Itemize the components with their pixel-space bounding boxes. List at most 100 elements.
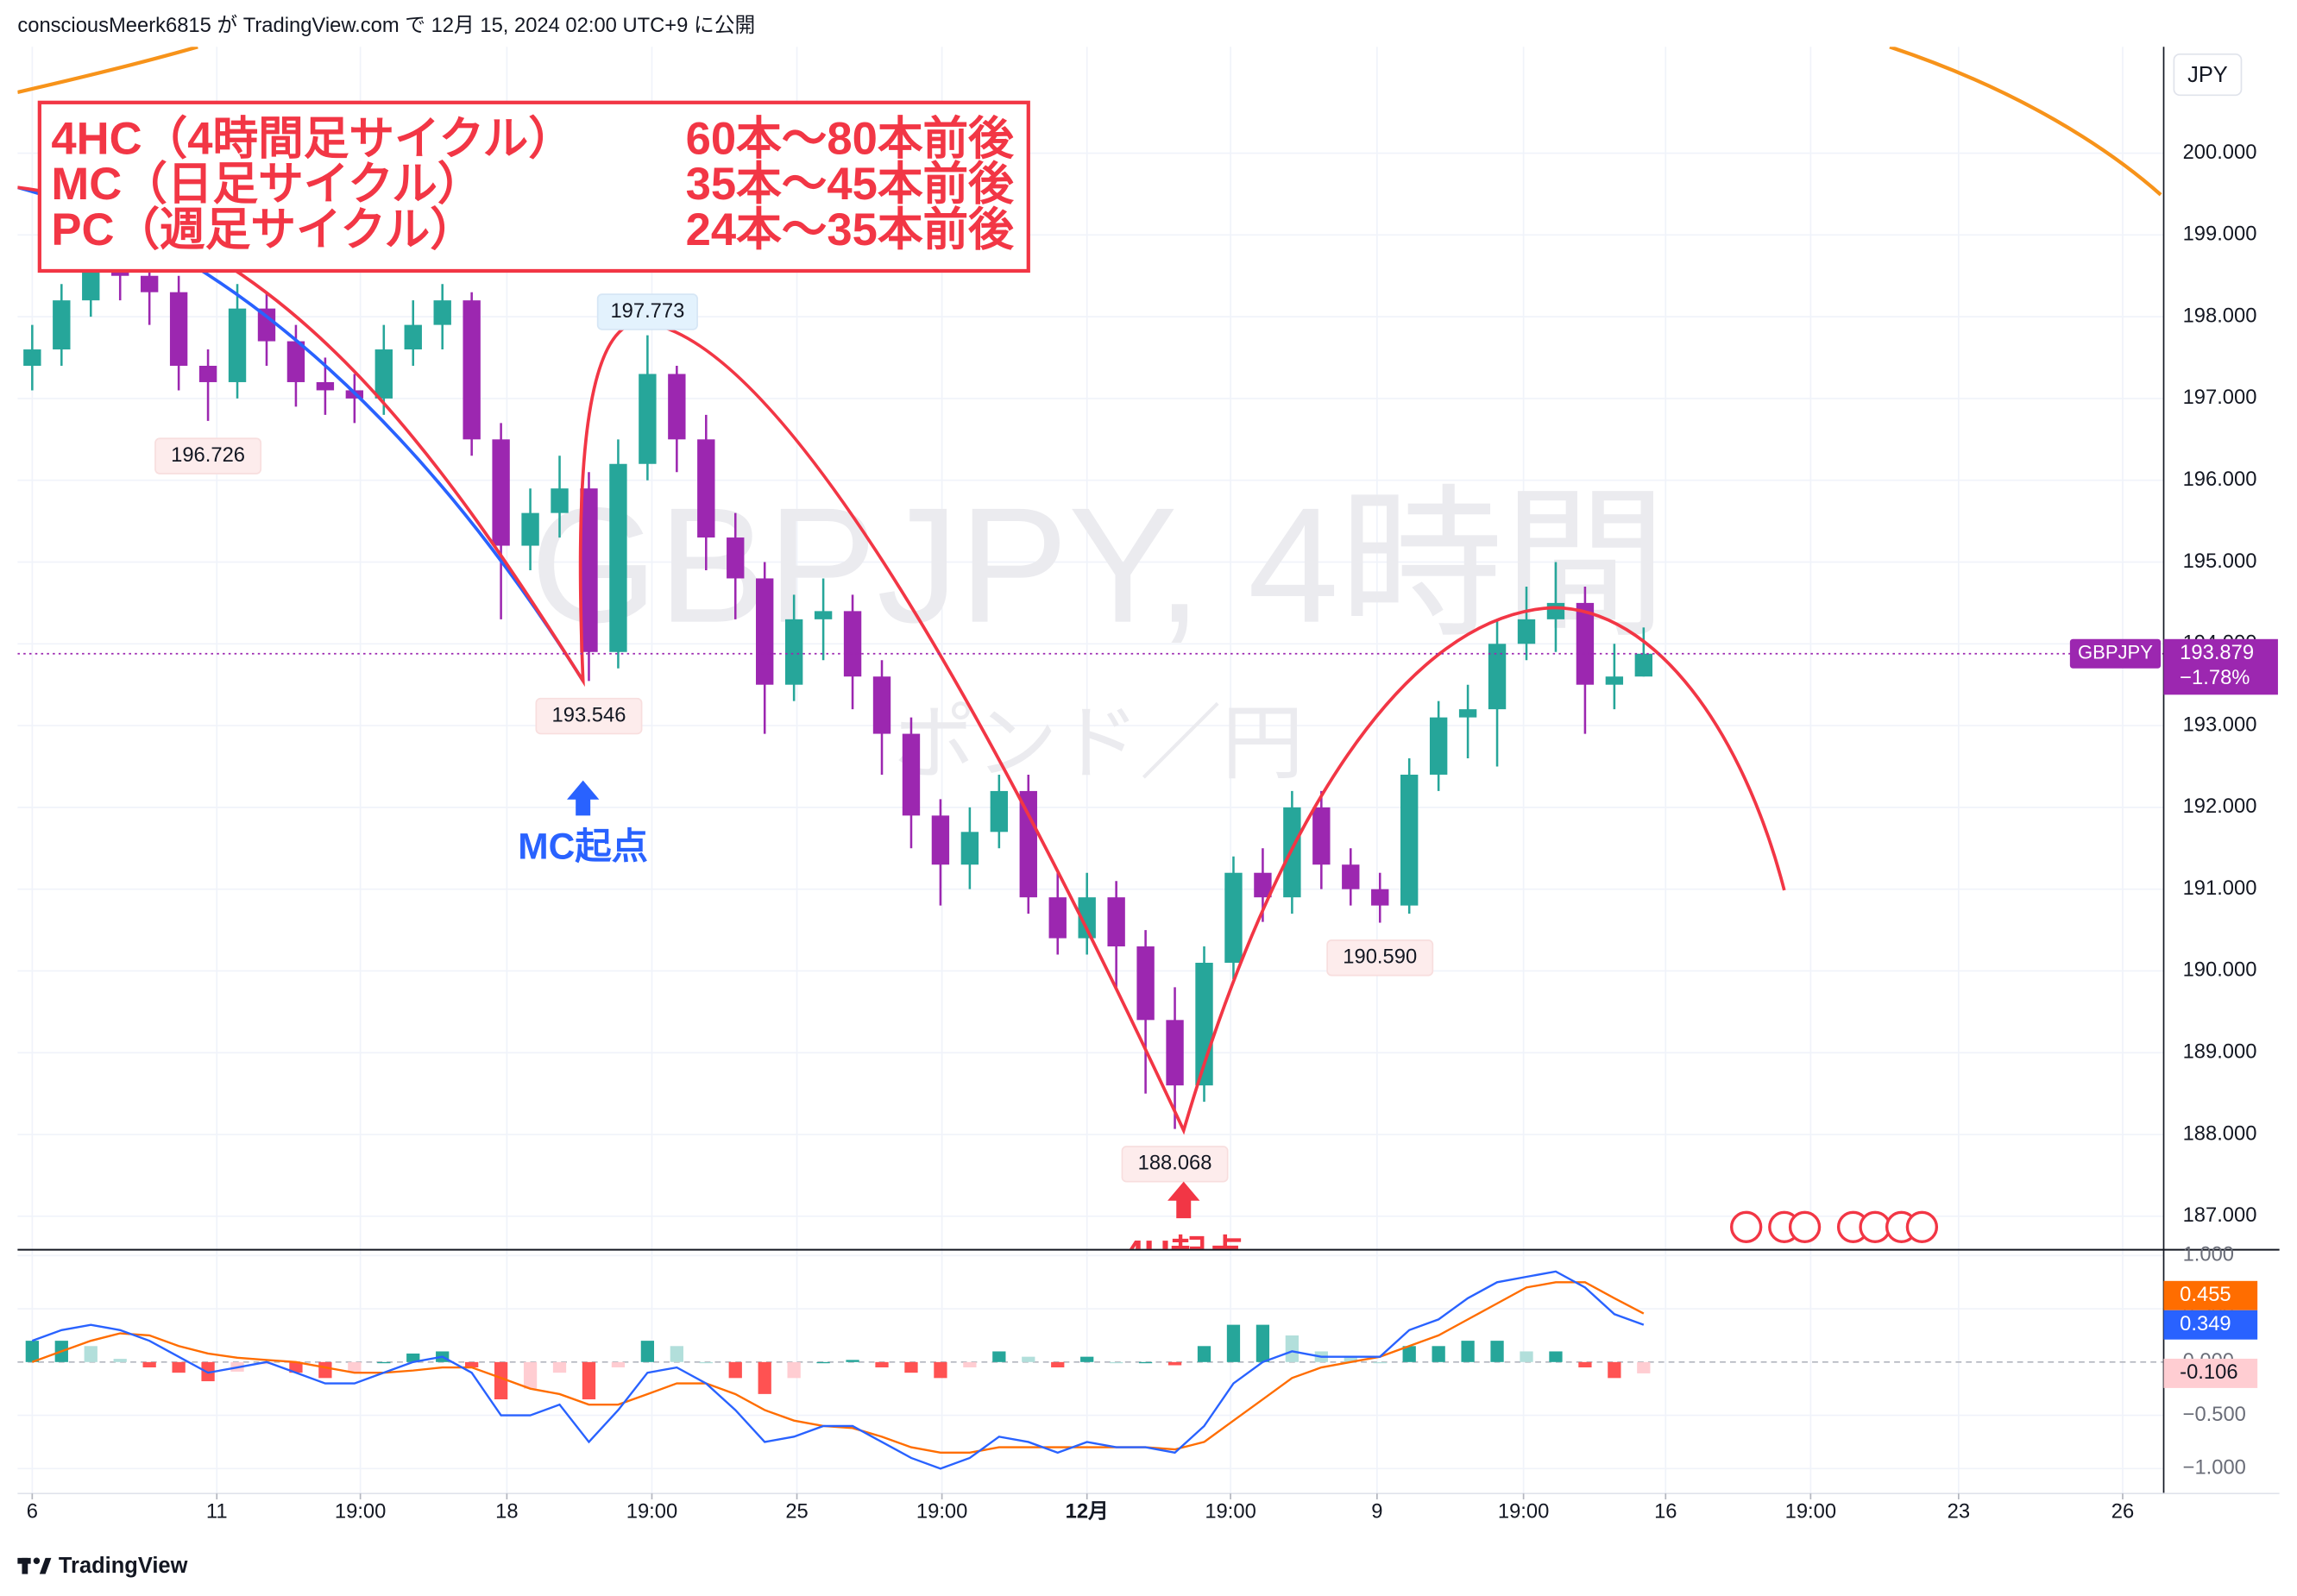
candle-body: [756, 578, 774, 685]
red-cycle-curve: [17, 185, 1786, 1135]
histogram-bar: [640, 1341, 655, 1362]
candle-body: [198, 366, 217, 382]
candle-body: [784, 619, 803, 685]
histogram-bar: [1226, 1324, 1241, 1362]
histogram-bar: [1432, 1346, 1445, 1362]
candle-body: [463, 300, 481, 440]
histogram-bar: [728, 1361, 742, 1379]
candle-body: [257, 308, 276, 342]
macd-pane: [25, 1270, 1651, 1470]
histogram-bar: [611, 1361, 626, 1367]
x-tick-label: 23: [1948, 1500, 1970, 1524]
candle-body: [23, 349, 41, 367]
h4-start-label: 4H起点: [1123, 1233, 1243, 1273]
candle-body: [727, 537, 745, 579]
price-labels: 196.726 193.546 197.773 188.068 190.590: [17, 293, 2164, 1183]
histogram-bar: [142, 1361, 156, 1367]
candle-body: [843, 611, 862, 677]
histogram-value-label: -0.106: [2180, 1360, 2237, 1384]
y-tick-label: 189.000: [2183, 1040, 2257, 1064]
grid: [17, 47, 2164, 1494]
histogram-bar: [699, 1361, 713, 1364]
histogram-bar: [1578, 1361, 1592, 1367]
histogram-bar: [904, 1361, 918, 1373]
low-label: 190.590: [1343, 946, 1417, 969]
histogram-bar: [1637, 1361, 1651, 1373]
candles: [23, 242, 1653, 1129]
y-tick-label: 187.000: [2183, 1203, 2257, 1227]
candle-body: [668, 374, 686, 440]
x-tick-label: 19:00: [1785, 1500, 1836, 1524]
watermark-sub: ポンド／円: [894, 698, 1304, 789]
info-row-count: 35本～45本前後: [686, 159, 1015, 210]
last-price-box: [2163, 638, 2278, 695]
mc-start-label: MC起点: [518, 826, 648, 867]
candle-body: [580, 488, 598, 652]
candle-body: [286, 341, 305, 382]
histogram-bar: [289, 1361, 303, 1373]
histogram-bar: [992, 1351, 1006, 1362]
candle-body: [1136, 946, 1155, 1021]
histogram-bar: [25, 1341, 39, 1362]
candle-body: [492, 439, 510, 546]
histogram-bar: [1080, 1356, 1094, 1362]
candle-body: [433, 300, 451, 325]
candle-body: [902, 733, 921, 816]
histogram-bar: [494, 1361, 508, 1400]
mc-arrow: [567, 780, 600, 816]
candle-body: [53, 300, 71, 350]
macd-value-label: 0.349: [2180, 1312, 2231, 1335]
histogram-bar: [84, 1346, 98, 1362]
candle-body: [1429, 717, 1448, 775]
candle-body: [1254, 872, 1272, 898]
info-box: [37, 100, 1030, 273]
event-icons: [1729, 1210, 1939, 1243]
candle-body: [1312, 807, 1331, 865]
histogram-bar: [348, 1361, 362, 1373]
candle-body: [1605, 676, 1624, 685]
candle-body: [169, 292, 188, 367]
candle-body: [1048, 897, 1067, 939]
candle-body: [609, 463, 627, 652]
symbol-label: GBPJPY: [2078, 642, 2153, 663]
candle-body: [1107, 897, 1125, 947]
candle-body: [1517, 619, 1536, 644]
watermark: GBPJPY, 4時間: [531, 474, 1667, 657]
info-row-count: 24本～35本前後: [686, 204, 1015, 255]
candle-body: [82, 267, 100, 301]
candle-body: [1166, 1020, 1184, 1086]
histogram-bar: [377, 1361, 391, 1364]
histogram-bar: [523, 1361, 538, 1389]
candle-body: [990, 790, 1009, 833]
y-tick-label: −0.500: [2183, 1403, 2246, 1426]
histogram-bar: [846, 1360, 859, 1362]
x-tick-label: 18: [495, 1500, 518, 1524]
candle-body: [1634, 653, 1653, 677]
histogram-bar: [758, 1361, 771, 1394]
histogram-bar: [465, 1361, 479, 1367]
y-tick-label: −1.000: [2183, 1456, 2246, 1480]
candle-body: [521, 512, 539, 546]
high-label: 197.773: [610, 299, 684, 323]
histogram-bar: [1051, 1361, 1065, 1367]
candle-body: [1019, 790, 1037, 898]
low-label: 188.068: [1138, 1152, 1212, 1175]
histogram-bar: [1344, 1356, 1357, 1362]
histogram-bar: [1520, 1351, 1533, 1362]
y-tick-label: 197.000: [2183, 386, 2257, 409]
y-tick-label: 193.000: [2183, 713, 2257, 736]
orange-curve: [17, 47, 2162, 197]
x-tick-label: 6: [27, 1500, 38, 1524]
info-row-name: 4HC（4時間足サイクル）: [51, 114, 573, 165]
histogram-bar: [1608, 1361, 1621, 1379]
histogram-bar: [875, 1361, 889, 1367]
currency-box[interactable]: [2173, 53, 2243, 97]
candle-body: [1400, 774, 1419, 906]
histogram-bar: [1255, 1324, 1270, 1362]
candle-body: [1576, 602, 1595, 685]
candle-body: [639, 374, 657, 464]
candle-body: [697, 439, 715, 538]
candle-body: [140, 275, 159, 292]
histogram-bar: [1110, 1361, 1123, 1364]
